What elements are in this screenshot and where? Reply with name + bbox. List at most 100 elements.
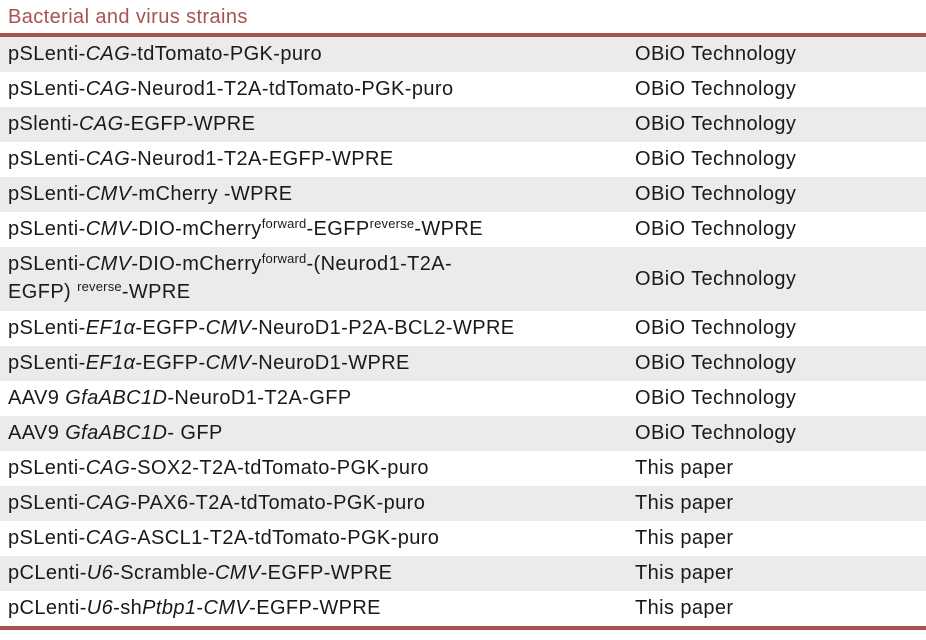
strain-name-text: - GFP <box>167 422 223 444</box>
table-row: pSLenti-EF1α-EGFP-CMV-NeuroD1-WPRE OBiO T… <box>0 346 926 381</box>
table-top-rule <box>0 33 926 37</box>
strain-source-cell: OBiO Technology <box>635 183 797 205</box>
strain-name-text: -sh <box>113 597 143 619</box>
strain-source-cell: This paper <box>635 492 734 514</box>
table-row: pCLenti-U6-Scramble-CMV-EGFP-WPRE This pa… <box>0 556 926 591</box>
strain-name-text: forward <box>261 251 307 266</box>
strain-name-text: CMV <box>205 317 252 339</box>
strain-name-text: -WPRE <box>121 281 191 303</box>
strain-name-text: -SOX2-T2A-tdTomato-PGK-puro <box>130 457 429 479</box>
strain-name-text: EGFP) <box>8 281 78 303</box>
strain-name-text: U6 <box>86 562 114 584</box>
strain-source-cell: OBiO Technology <box>635 317 797 339</box>
strain-name-text: GfaABC1D <box>65 422 168 444</box>
strain-name-text: CAG <box>85 457 131 479</box>
strain-name-text: CAG <box>79 113 124 135</box>
strain-name-text: -EGFP- <box>135 317 206 339</box>
strain-name-text: reverse <box>77 279 122 294</box>
table-row: pSLenti-CMV-DIO-mCherryforward-EGFPrever… <box>0 212 926 247</box>
strain-name-cell: pCLenti-U6-Scramble-CMV-EGFP-WPRE <box>0 560 635 587</box>
strain-name-cell: pSLenti-CAG-tdTomato-PGK-puro <box>0 41 635 68</box>
strain-name-text: forward <box>261 215 307 231</box>
strain-name-text: -tdTomato-PGK-puro <box>130 43 322 65</box>
strain-name-text: -ASCL1-T2A-tdTomato-PGK-puro <box>130 527 440 549</box>
table-row: AAV9 GfaABC1D-NeuroD1-T2A-GFP OBiO Techno… <box>0 381 926 416</box>
strain-name-text: -Neurod1-T2A-tdTomato-PGK-puro <box>130 78 454 100</box>
strain-source-cell: This paper <box>635 562 734 584</box>
table-row: pSLenti-CAG-PAX6-T2A-tdTomato-PGK-puro Th… <box>0 486 926 521</box>
strain-name-text: -EGFP-WPRE <box>123 113 256 135</box>
strain-name-cell: AAV9 GfaABC1D- GFP <box>0 420 635 447</box>
strain-name-text: CAG <box>85 148 131 170</box>
table-row: pSLenti-CAG-Neurod1-T2A-EGFP-WPRE OBiO Te… <box>0 142 926 177</box>
table-row: pSLenti-CMV-DIO-mCherryforward-(Neurod1-… <box>0 247 926 311</box>
strain-name-text: EF1α <box>85 317 136 339</box>
strain-name-text: AAV9 <box>8 387 66 409</box>
strain-name-text: pCLenti- <box>8 562 87 584</box>
strain-source-cell: OBiO Technology <box>635 43 797 65</box>
strain-name-text: EF1α <box>85 352 136 374</box>
strains-table: pSLenti-CAG-tdTomato-PGK-puro OBiO Techno… <box>0 37 926 626</box>
strain-name-text: pSLenti- <box>8 148 86 170</box>
strain-name-cell: pSLenti-CAG-PAX6-T2A-tdTomato-PGK-puro <box>0 490 635 517</box>
strain-name-cell: AAV9 GfaABC1D-NeuroD1-T2A-GFP <box>0 385 635 412</box>
strain-name-text: CAG <box>85 492 131 514</box>
strain-name-text: -Neurod1-T2A-EGFP-WPRE <box>130 148 394 170</box>
strain-name-text: pSLenti- <box>8 253 86 275</box>
strain-source-cell: OBiO Technology <box>635 78 797 100</box>
strain-name-text: pSLenti- <box>8 492 86 514</box>
strain-name-text: -DIO-mCherry <box>131 217 262 240</box>
strain-name-text: GfaABC1D <box>65 387 168 409</box>
strain-name-text: pSLenti- <box>8 183 86 205</box>
strain-name-text: CAG <box>85 527 131 549</box>
strain-name-text: -EGFP-WPRE <box>260 562 393 584</box>
table-row: pSLenti-CAG-Neurod1-T2A-tdTomato-PGK-pur… <box>0 72 926 107</box>
table-row: AAV9 GfaABC1D- GFP OBiO Technology <box>0 416 926 451</box>
strain-name-text: pSLenti- <box>8 352 86 374</box>
strain-name-text: -PAX6-T2A-tdTomato-PGK-puro <box>130 492 426 514</box>
strain-name-cell: pSLenti-CAG-SOX2-T2A-tdTomato-PGK-puro <box>0 455 635 482</box>
table-bottom-rule <box>0 626 926 630</box>
strain-name-text: CMV <box>203 597 250 619</box>
strain-name-text: CMV <box>205 352 252 374</box>
strain-source-cell: OBiO Technology <box>635 218 797 240</box>
strain-name-cell: pSLenti-CMV-DIO-mCherryforward-EGFPrever… <box>0 216 635 244</box>
strain-source-cell: This paper <box>635 527 734 549</box>
section-header-bacterial-and-virus-strains: Bacterial and virus strains <box>8 6 248 28</box>
strain-name-text: -mCherry -WPRE <box>131 183 293 205</box>
strain-name-text: pCLenti- <box>8 597 87 619</box>
strain-name-text: -(Neurod1-T2A- <box>306 253 453 275</box>
strain-name-text: -WPRE <box>414 217 484 240</box>
strain-name-text: reverse <box>369 215 415 231</box>
strain-name-cell: pSLenti-CMV-DIO-mCherryforward-(Neurod1-… <box>0 251 635 307</box>
strain-source-cell: OBiO Technology <box>635 113 797 135</box>
strain-name-text: pSLenti- <box>8 457 86 479</box>
strain-name-text: Ptbp1 <box>142 597 197 619</box>
strain-name-cell: pSLenti-CAG-Neurod1-T2A-tdTomato-PGK-pur… <box>0 76 635 103</box>
strain-name-text: -NeuroD1-WPRE <box>251 352 410 374</box>
strain-name-text: CAG <box>85 43 131 65</box>
strain-name-cell: pCLenti-U6-shPtbp1-CMV-EGFP-WPRE <box>0 595 635 622</box>
strain-name-text: pSLenti- <box>8 43 86 65</box>
strain-name-text: -EGFP- <box>135 352 206 374</box>
strain-name-text: pSLenti- <box>8 217 86 240</box>
strain-source-cell: OBiO Technology <box>635 148 797 170</box>
strain-name-text: CMV <box>214 562 261 584</box>
table-row: pCLenti-U6-shPtbp1-CMV-EGFP-WPRE This pap… <box>0 591 926 626</box>
strain-name-cell: pSLenti-EF1α-EGFP-CMV-NeuroD1-WPRE <box>0 350 635 377</box>
strain-source-cell: OBiO Technology <box>635 387 797 409</box>
table-row: pSlenti-CAG-EGFP-WPRE OBiO Technology <box>0 107 926 142</box>
table-row: pSLenti-CAG-ASCL1-T2A-tdTomato-PGK-puro T… <box>0 521 926 556</box>
strain-name-text: pSlenti- <box>8 113 80 135</box>
table-row: pSLenti-CAG-tdTomato-PGK-puro OBiO Techno… <box>0 37 926 72</box>
strain-name-cell: pSLenti-CAG-ASCL1-T2A-tdTomato-PGK-puro <box>0 525 635 552</box>
strain-name-text: CMV <box>85 183 132 205</box>
strain-name-text: -Scramble- <box>113 562 215 584</box>
table-row: pSLenti-EF1α-EGFP-CMV-NeuroD1-P2A-BCL2-W… <box>0 311 926 346</box>
strain-source-cell: This paper <box>635 597 734 619</box>
strain-name-cell: pSLenti-CMV-mCherry -WPRE <box>0 181 635 208</box>
strain-name-text: AAV9 <box>8 422 66 444</box>
strain-name-text: -NeuroD1-T2A-GFP <box>167 387 352 409</box>
strain-name-text: -NeuroD1-P2A-BCL2-WPRE <box>251 317 515 339</box>
